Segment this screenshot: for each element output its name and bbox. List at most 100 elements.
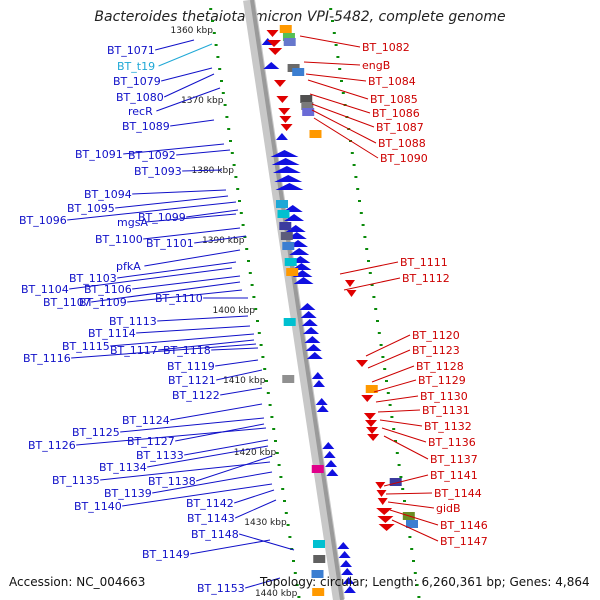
tick-mark [415, 584, 419, 586]
right-leader-line [339, 261, 399, 275]
tick-mark [379, 344, 383, 346]
forward-gene-arrow [299, 303, 316, 310]
right-gene-label: BT_1137 [430, 453, 478, 466]
left-gene-label: BT_1099 [138, 211, 186, 224]
reverse-gene-arrow [268, 48, 283, 55]
tick-mark [390, 416, 394, 418]
forward-gene-arrow [285, 225, 306, 232]
tick-mark [277, 464, 281, 466]
tick-mark [229, 140, 232, 142]
left-gene-label: BT_1153 [197, 582, 245, 595]
right-gene-label: BT_1141 [430, 469, 478, 482]
forward-gene-arrow [275, 183, 304, 190]
right-leader-line [311, 109, 377, 144]
tick-mark [370, 284, 374, 286]
tick-mark [341, 92, 345, 94]
right-gene-label: BT_1082 [362, 41, 410, 54]
feature-block [277, 210, 290, 218]
left-leader-line [76, 427, 267, 446]
reverse-gene-arrow [366, 427, 379, 434]
left-gene-label: mgsA [117, 216, 148, 229]
left-leader-line [184, 439, 269, 456]
tick-mark [395, 452, 399, 454]
right-leader-line [367, 349, 411, 369]
tick-mark [243, 236, 247, 238]
left-leader-line [156, 87, 221, 112]
scale-label: 1410 kbp [223, 376, 266, 386]
left-leader-line [115, 195, 229, 209]
right-gene-label: BT_1129 [418, 374, 466, 387]
reverse-gene-arrow [274, 80, 286, 87]
left-leader-line [155, 39, 195, 51]
reverse-gene-arrow [363, 413, 376, 420]
forward-gene-arrow [343, 586, 356, 593]
forward-gene-arrow [337, 542, 350, 549]
genome-backbone-shadow [243, 0, 345, 600]
right-gene-label: gidB [436, 502, 461, 515]
right-leader-line [391, 519, 439, 542]
scale-label: 1390 kbp [202, 236, 245, 246]
right-leader-line [303, 61, 361, 66]
tick-mark [408, 536, 412, 538]
forward-gene-arrow [263, 62, 280, 69]
left-gene-label: BT_1103 [69, 272, 117, 285]
left-leader-line [216, 369, 263, 381]
feature-block [283, 38, 296, 46]
left-leader-line [190, 539, 271, 555]
forward-gene-arrow [315, 398, 328, 405]
feature-block [365, 385, 378, 393]
left-gene-label: BT_1116 [23, 352, 71, 365]
forward-gene-arrow [326, 469, 339, 476]
left-gene-label: BT_1115 [62, 340, 110, 353]
left-leader-line [123, 143, 225, 155]
left-gene-label: BT_1142 [186, 497, 234, 510]
tick-mark [397, 464, 401, 466]
left-gene-label: BT_1133 [136, 449, 184, 462]
forward-gene-arrow [293, 277, 314, 284]
feature-block [282, 33, 295, 41]
left-gene-label: BT_1125 [72, 426, 120, 439]
tick-mark [332, 32, 336, 34]
tick-mark [340, 80, 343, 82]
tick-mark [381, 356, 385, 358]
right-leader-line [381, 427, 427, 443]
left-leader-line [170, 119, 215, 127]
right-gene-label: BT_1136 [428, 436, 476, 449]
tick-mark [356, 188, 360, 190]
forward-gene-arrow [300, 311, 317, 318]
tick-mark [417, 596, 421, 598]
right-leader-line [309, 93, 371, 114]
feature-block [284, 258, 297, 266]
reverse-gene-arrow [266, 30, 279, 37]
tick-mark [238, 200, 241, 202]
left-gene-label: BT_1139 [104, 487, 152, 500]
feature-block [280, 232, 293, 240]
scale-label: 1400 kbp [213, 306, 256, 316]
forward-gene-arrow [311, 372, 324, 379]
tick-mark [256, 320, 259, 322]
left-gene-label: BT_1092 [128, 149, 176, 162]
tick-mark [218, 68, 222, 70]
tick-mark [270, 416, 274, 418]
feature-block [301, 102, 314, 110]
reverse-gene-arrow [377, 516, 394, 523]
left-gene-label: BT_1101 [146, 237, 194, 250]
tick-mark [394, 440, 397, 442]
left-leader-line [143, 227, 241, 240]
left-gene-label: BT_1124 [122, 414, 170, 427]
tick-mark [331, 20, 334, 22]
genome-backbone [250, 0, 344, 600]
tick-mark [286, 524, 290, 526]
forward-gene-arrow [342, 577, 355, 584]
reverse-gene-arrow [378, 524, 395, 531]
left-gene-label: pfkA [116, 260, 141, 273]
feature-block [283, 318, 296, 326]
right-gene-label: BT_1131 [422, 404, 470, 417]
tick-mark [354, 176, 358, 178]
right-leader-line [365, 334, 411, 357]
feature-block [302, 108, 315, 116]
right-leader-line [377, 409, 421, 413]
tick-mark [227, 128, 231, 130]
left-leader-line [158, 339, 255, 351]
right-leader-line [373, 379, 417, 393]
